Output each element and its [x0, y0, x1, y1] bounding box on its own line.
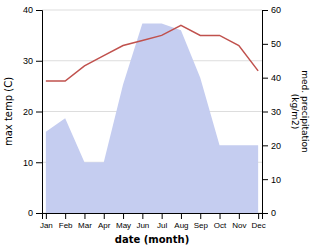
tick-label: Sep: [194, 221, 209, 230]
tick-mark: [262, 44, 268, 45]
tick: 0: [262, 208, 276, 218]
tick: Jun: [136, 213, 149, 230]
tick-mark: [262, 179, 268, 180]
grid-line: [42, 10, 262, 11]
tick-mark: [36, 162, 42, 163]
y2-axis-title-line: (kg/m2): [290, 94, 300, 129]
tick-mark: [104, 213, 105, 219]
tick-mark: [142, 213, 143, 219]
tick-label: 0: [28, 208, 33, 218]
x-axis-title: date (month): [115, 234, 189, 245]
y2-axis-title-line: med. precipitation: [300, 70, 310, 152]
tick: 30: [262, 107, 281, 117]
tick-mark: [123, 213, 124, 219]
tick-mark: [65, 213, 66, 219]
tick: 10: [262, 175, 281, 185]
tick-mark: [36, 10, 42, 11]
tick-mark: [36, 213, 42, 214]
tick-mark: [262, 112, 268, 113]
tick-label: Aug: [174, 221, 188, 230]
plot-root: Jan Feb Mar Apr May Jun Jul Aug Sep Oct Nov Dec 0 10 2…: [3, 5, 310, 245]
tick-label: 30: [271, 107, 281, 117]
tick-mark: [162, 213, 163, 219]
tick: Mar: [78, 213, 92, 230]
tick-mark: [220, 213, 221, 219]
tick-label: Nov: [232, 221, 246, 230]
tick: 30: [23, 56, 42, 66]
tick-label: Jun: [136, 221, 149, 230]
tick-label: 40: [23, 5, 33, 15]
tick: 10: [23, 158, 42, 168]
y2-axis-title: med. precipitation(kg/m2): [290, 70, 310, 152]
tick: 20: [262, 141, 281, 151]
tick-label: Jul: [157, 221, 167, 230]
tick-label: 10: [271, 175, 281, 185]
tick: Oct: [214, 213, 227, 230]
tick-mark: [262, 213, 268, 214]
tick-label: Mar: [78, 221, 92, 230]
axis-domain: [43, 214, 263, 220]
tick: May: [116, 213, 131, 230]
tick: Sep: [194, 213, 209, 230]
tick-label: Jan: [40, 221, 53, 230]
tick-mark: [258, 213, 259, 219]
tick-label: Feb: [59, 221, 73, 230]
axis-domain: [36, 11, 43, 214]
y2-axis: 0 10 20 30 40 50 60: [262, 5, 281, 218]
tick-label: 20: [23, 107, 33, 117]
tick: 50: [262, 39, 281, 49]
tick: Dec: [252, 213, 266, 230]
tick: 40: [262, 73, 281, 83]
tick: Nov: [232, 213, 246, 230]
tick-mark: [46, 213, 47, 219]
tick-mark: [181, 213, 182, 219]
tick-mark: [200, 213, 201, 219]
tick-label: Oct: [214, 221, 227, 230]
area: [46, 24, 258, 213]
tick: 40: [23, 5, 42, 15]
y-axis-title: max temp (C): [3, 77, 14, 146]
tick-mark: [262, 78, 268, 79]
tick: 0: [28, 208, 42, 218]
tick: 60: [262, 5, 281, 15]
x-axis: Jan Feb Mar Apr May Jun Jul Aug Sep Oct Nov Dec: [40, 213, 266, 230]
axis-domain: [263, 11, 269, 214]
tick: Feb: [59, 213, 73, 230]
tick-label: 10: [23, 158, 33, 168]
marks: [46, 24, 258, 213]
tick-label: 50: [271, 39, 281, 49]
tick-label: Dec: [252, 221, 266, 230]
tick: Jan: [40, 213, 53, 230]
line: [46, 25, 258, 81]
chart: Jan Feb Mar Apr May Jun Jul Aug Sep Oct Nov Dec 0 10 2…: [0, 0, 318, 247]
tick-label: 40: [271, 73, 281, 83]
tick-mark: [84, 213, 85, 219]
tick-label: May: [116, 221, 131, 230]
tick-mark: [262, 10, 268, 11]
tick: Apr: [98, 213, 111, 230]
tick-mark: [36, 61, 42, 62]
tick-label: 20: [271, 141, 281, 151]
tick: Aug: [174, 213, 188, 230]
grid: [42, 10, 262, 213]
tick-label: 0: [271, 208, 276, 218]
tick: 20: [23, 107, 42, 117]
tick: Jul: [157, 213, 167, 230]
tick-label: 30: [23, 56, 33, 66]
y-axis: 0 10 20 30 40: [23, 5, 43, 218]
tick-mark: [262, 145, 268, 146]
tick-label: 60: [271, 5, 281, 15]
tick-mark: [36, 112, 42, 113]
tick-mark: [239, 213, 240, 219]
tick-label: Apr: [98, 221, 111, 230]
